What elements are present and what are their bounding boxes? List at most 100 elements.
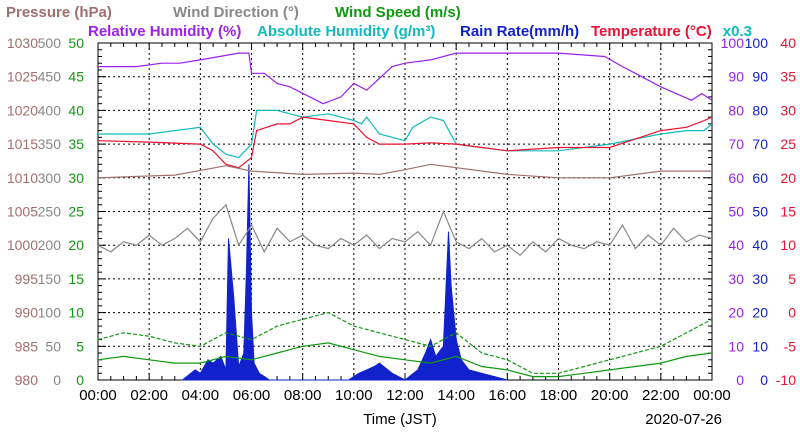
y-tick-label-rain_rate: 0 bbox=[760, 372, 768, 388]
y-tick-label-wind_speed: 5 bbox=[76, 338, 84, 354]
abs-humidity-scale-note: x0.3 bbox=[723, 23, 752, 40]
x-axis: 00:00 02:00 04:00 06:00 08:00 10:00 12:00 14:00… bbox=[79, 387, 731, 404]
y-tick-label-wind_speed: 40 bbox=[68, 102, 84, 118]
x-tick-label: 02:00 bbox=[130, 387, 168, 404]
y-tick-label-temperature: 10 bbox=[780, 237, 796, 253]
y-tick-label-temperature: -5 bbox=[784, 338, 797, 354]
x-tick-label: 12:00 bbox=[386, 387, 424, 404]
y-tick-label-rain_rate: 40 bbox=[752, 237, 768, 253]
left-axes: 9809859909951000100510101015102010251030… bbox=[7, 35, 84, 388]
y-tick-label-wind_direction: 100 bbox=[38, 305, 62, 321]
series-absolute-humidity-g-m-x0-3 bbox=[98, 109, 713, 159]
y-tick-label-rain_rate: 30 bbox=[752, 271, 768, 287]
legend-temperature: Temperature (°C) bbox=[591, 23, 712, 40]
y-tick-label-wind_speed: 25 bbox=[68, 204, 84, 220]
y-tick-label-relative_humidity: 10 bbox=[728, 338, 744, 354]
x-tick-label: 18:00 bbox=[540, 387, 578, 404]
y-tick-label-wind_direction: 450 bbox=[38, 69, 62, 85]
y-tick-label-relative_humidity: 30 bbox=[728, 271, 744, 287]
y-tick-label-pressure: 995 bbox=[15, 271, 39, 287]
y-tick-label-pressure: 1010 bbox=[7, 170, 38, 186]
series-wind-speed-m-s bbox=[97, 311, 713, 374]
y-tick-label-wind_speed: 50 bbox=[68, 35, 84, 51]
y-tick-label-wind_speed: 20 bbox=[68, 237, 84, 253]
x-axis-label: Time (JST) bbox=[363, 411, 437, 428]
series-rain-rate bbox=[180, 164, 508, 381]
x-tick-label: 14:00 bbox=[437, 387, 475, 404]
y-tick-label-rain_rate: 90 bbox=[752, 69, 768, 85]
series-pressure-hpa bbox=[97, 163, 712, 179]
y-tick-label-relative_humidity: 70 bbox=[728, 136, 744, 152]
y-tick-label-relative_humidity: 20 bbox=[728, 305, 744, 321]
series-wind-direction bbox=[97, 203, 713, 257]
legend: Pressure (hPa) Wind Direction (°) Wind S… bbox=[6, 4, 752, 40]
y-tick-label-relative_humidity: 0 bbox=[736, 372, 744, 388]
legend-rain-rate: Rain Rate(mm/h) bbox=[460, 23, 579, 40]
y-tick-label-rain_rate: 50 bbox=[752, 204, 768, 220]
x-tick-label: 00:00 bbox=[693, 387, 731, 404]
y-tick-label-wind_speed: 15 bbox=[68, 271, 84, 287]
y-tick-label-relative_humidity: 50 bbox=[728, 204, 744, 220]
y-tick-label-relative_humidity: 80 bbox=[728, 102, 744, 118]
x-tick-label: 20:00 bbox=[591, 387, 629, 404]
y-tick-label-pressure: 985 bbox=[15, 338, 39, 354]
y-tick-label-pressure: 1000 bbox=[7, 237, 38, 253]
series-wind-speed-m-s bbox=[97, 342, 713, 378]
x-tick-label: 00:00 bbox=[79, 387, 117, 404]
y-tick-label-temperature: 30 bbox=[780, 102, 796, 118]
y-tick-label-wind_speed: 45 bbox=[68, 69, 84, 85]
legend-relative-humidity: Relative Humidity (%) bbox=[88, 23, 241, 40]
legend-absolute-humidity: Absolute Humidity (g/m³) bbox=[257, 23, 435, 40]
y-tick-label-wind_direction: 0 bbox=[53, 372, 61, 388]
series-relative-humidity bbox=[98, 52, 713, 105]
y-tick-label-pressure: 1020 bbox=[7, 102, 38, 118]
y-tick-label-temperature: 25 bbox=[780, 136, 796, 152]
x-tick-label: 06:00 bbox=[233, 387, 271, 404]
y-tick-label-wind_direction: 350 bbox=[38, 136, 62, 152]
y-tick-label-rain_rate: 20 bbox=[752, 305, 768, 321]
y-tick-label-temperature: 40 bbox=[780, 35, 796, 51]
series-temperature-c bbox=[97, 116, 713, 169]
y-tick-label-temperature: 0 bbox=[788, 305, 796, 321]
y-tick-label-wind_direction: 300 bbox=[38, 170, 62, 186]
y-tick-label-rain_rate: 10 bbox=[752, 338, 768, 354]
y-tick-label-pressure: 980 bbox=[15, 372, 39, 388]
y-tick-label-relative_humidity: 60 bbox=[728, 170, 744, 186]
legend-wind-speed: Wind Speed (m/s) bbox=[335, 4, 461, 21]
y-tick-label-rain_rate: 100 bbox=[745, 35, 769, 51]
right-axes: 0102030405060708090100010203040506070809… bbox=[721, 35, 797, 388]
y-tick-label-relative_humidity: 100 bbox=[721, 35, 745, 51]
y-tick-label-wind_direction: 400 bbox=[38, 102, 62, 118]
y-tick-label-wind_speed: 0 bbox=[76, 372, 84, 388]
y-tick-label-pressure: 1030 bbox=[7, 35, 38, 51]
series-layer bbox=[97, 52, 713, 381]
y-tick-label-pressure: 1025 bbox=[7, 69, 38, 85]
y-tick-label-wind_direction: 250 bbox=[38, 204, 62, 220]
legend-pressure: Pressure (hPa) bbox=[6, 4, 112, 21]
y-tick-label-wind_direction: 150 bbox=[38, 271, 62, 287]
y-tick-label-wind_direction: 50 bbox=[45, 338, 61, 354]
y-tick-label-pressure: 990 bbox=[15, 305, 39, 321]
y-tick-label-rain_rate: 70 bbox=[752, 136, 768, 152]
y-tick-label-pressure: 1015 bbox=[7, 136, 38, 152]
x-tick-label: 08:00 bbox=[284, 387, 322, 404]
x-tick-label: 16:00 bbox=[489, 387, 527, 404]
y-tick-label-rain_rate: 60 bbox=[752, 170, 768, 186]
x-tick-label: 04:00 bbox=[182, 387, 220, 404]
y-tick-label-relative_humidity: 40 bbox=[728, 237, 744, 253]
y-tick-label-temperature: 5 bbox=[788, 271, 796, 287]
y-tick-label-relative_humidity: 90 bbox=[728, 69, 744, 85]
y-tick-label-wind_direction: 500 bbox=[38, 35, 62, 51]
y-tick-label-temperature: 35 bbox=[780, 69, 796, 85]
y-tick-label-wind_direction: 200 bbox=[38, 237, 62, 253]
y-tick-label-wind_speed: 10 bbox=[68, 305, 84, 321]
y-tick-label-temperature: 20 bbox=[780, 170, 796, 186]
y-tick-label-temperature: -10 bbox=[776, 372, 796, 388]
x-tick-label: 22:00 bbox=[642, 387, 680, 404]
y-tick-label-wind_speed: 35 bbox=[68, 136, 84, 152]
x-tick-label: 10:00 bbox=[335, 387, 373, 404]
y-tick-label-wind_speed: 30 bbox=[68, 170, 84, 186]
legend-wind-direction: Wind Direction (°) bbox=[173, 4, 299, 21]
y-tick-label-pressure: 1005 bbox=[7, 204, 38, 220]
